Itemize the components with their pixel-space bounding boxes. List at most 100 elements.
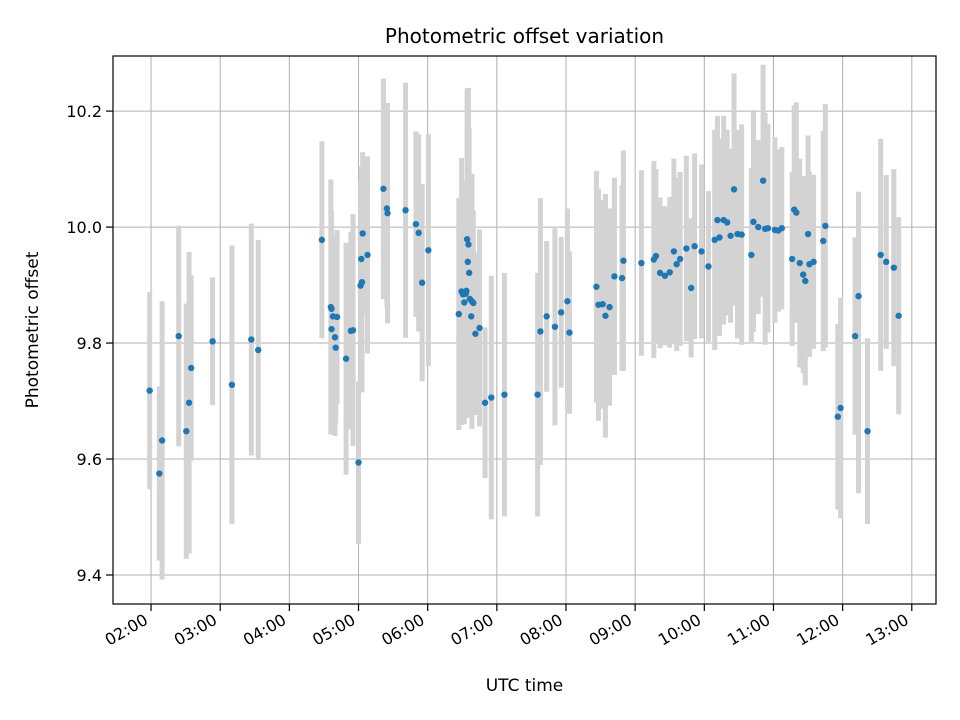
data-point [187, 364, 195, 372]
data-point [551, 323, 559, 331]
data-point [342, 355, 350, 362]
data-point [158, 437, 166, 444]
data-point [465, 241, 472, 248]
y-tick-label: 9.8 [77, 334, 102, 353]
data-point [470, 299, 477, 307]
data-point [593, 283, 600, 290]
data-point [463, 287, 470, 295]
data-point [602, 312, 609, 319]
data-point [755, 223, 762, 231]
data-point [332, 344, 339, 351]
data-point [727, 232, 734, 239]
data-point [534, 391, 541, 398]
y-tick-label: 9.4 [77, 566, 102, 585]
data-point [488, 394, 495, 401]
data-point [564, 298, 571, 305]
data-point [183, 427, 190, 435]
data-point [415, 229, 422, 237]
data-point [412, 220, 420, 228]
data-point [855, 292, 862, 300]
data-point [611, 273, 618, 280]
data-point [796, 259, 803, 267]
data-point [673, 260, 680, 268]
data-point [810, 258, 817, 266]
data-point [472, 330, 479, 337]
data-point [837, 404, 844, 412]
y-tick-label: 10.2 [66, 102, 102, 121]
data-point [738, 231, 745, 238]
data-point [537, 328, 544, 335]
data-point [820, 237, 827, 245]
data-point [691, 243, 698, 250]
data-point [380, 185, 387, 192]
data-point [759, 177, 767, 184]
data-point [656, 269, 664, 277]
data-point [384, 209, 391, 217]
data-point [355, 459, 362, 466]
data-point [638, 259, 645, 267]
data-point [175, 332, 182, 340]
data-point [676, 255, 684, 263]
data-point [543, 313, 550, 320]
data-point [248, 336, 255, 343]
data-point [793, 209, 800, 216]
plot-area-frame [112, 55, 937, 605]
data-point [358, 278, 366, 286]
data-point [661, 272, 669, 279]
data-point [464, 258, 471, 266]
data-point [687, 284, 695, 292]
data-point [711, 236, 718, 244]
data-point [877, 251, 884, 259]
data-point [501, 391, 508, 398]
data-point [834, 413, 841, 420]
data-point [895, 312, 902, 319]
data-point [425, 247, 432, 254]
data-point [666, 269, 673, 276]
data-point [255, 346, 262, 354]
data-point [328, 325, 335, 333]
data-point [802, 277, 809, 285]
data-point [468, 313, 475, 320]
data-point [683, 245, 690, 252]
data-point [670, 248, 678, 255]
data-point [714, 216, 721, 224]
data-point [864, 427, 871, 435]
data-point [822, 222, 829, 230]
data-point [716, 234, 723, 241]
data-point [349, 327, 357, 334]
data-point [209, 338, 216, 345]
data-point [364, 251, 371, 259]
data-point [652, 252, 660, 260]
data-point [146, 387, 153, 394]
y-tick-label: 9.6 [77, 450, 102, 469]
data-point [333, 313, 341, 321]
data-point [606, 303, 613, 311]
data-point [748, 251, 755, 259]
data-point [318, 236, 326, 244]
data-point [358, 255, 365, 263]
y-axis-label: Photometric offset [23, 251, 43, 408]
data-point [698, 248, 705, 255]
data-point [359, 230, 366, 237]
data-point [228, 381, 236, 388]
data-point [402, 207, 409, 214]
data-point [883, 258, 890, 266]
data-point [750, 218, 757, 226]
data-point [463, 236, 471, 243]
data-point [418, 279, 426, 286]
y-axis: 9.4 9.6 9.8 10.0 10.2 [66, 102, 113, 585]
data-point [618, 274, 626, 282]
data-point [566, 329, 573, 336]
data-point [730, 186, 738, 193]
data-points [146, 177, 902, 477]
data-point [890, 264, 898, 271]
data-point [476, 324, 483, 332]
data-point [455, 310, 462, 318]
data-point [461, 299, 468, 306]
data-point [331, 334, 339, 341]
x-axis-label: UTC time [486, 676, 564, 696]
chart-title: Photometric offset variation [385, 24, 664, 48]
data-point [557, 309, 565, 316]
data-point [788, 255, 796, 263]
data-point [156, 470, 163, 477]
